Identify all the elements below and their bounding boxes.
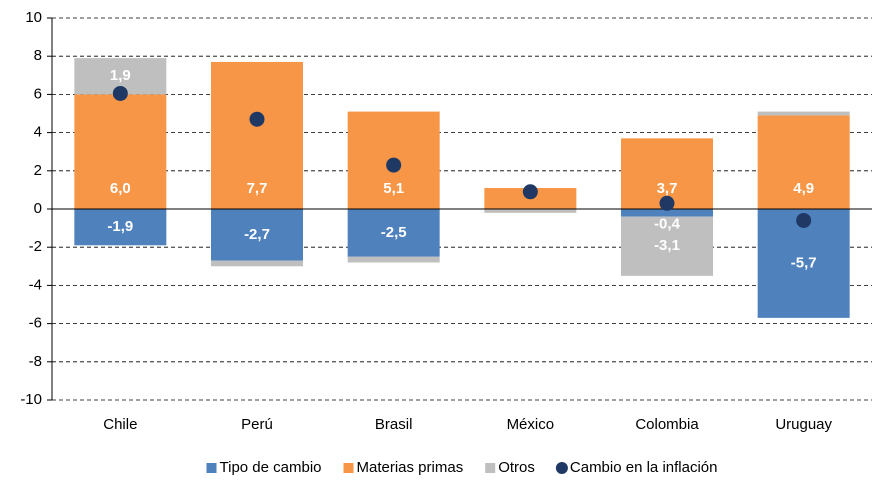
bar-segment — [621, 209, 713, 217]
data-label: 7,7 — [247, 180, 268, 197]
bar-segment — [211, 61, 303, 210]
data-label: -2,7 — [244, 226, 270, 243]
bar-segment — [757, 111, 850, 116]
data-label: -3,1 — [654, 237, 680, 254]
data-label: 6,0 — [110, 180, 131, 197]
point — [386, 157, 402, 173]
data-label: -5,7 — [791, 254, 817, 271]
y-tick-label: 4 — [34, 124, 42, 141]
x-tick-label: Perú — [241, 416, 273, 433]
y-tick-label: 2 — [34, 162, 42, 179]
data-label: -1,9 — [107, 218, 133, 235]
bar-segment — [74, 209, 167, 246]
legend-label: Cambio en la inflación — [570, 459, 718, 476]
data-label: 3,7 — [657, 180, 678, 197]
bar-segment — [74, 94, 167, 209]
legend-symbol — [555, 462, 568, 474]
bar-segment — [621, 216, 713, 276]
bar-segment — [347, 256, 440, 263]
data-label: 5,1 — [383, 180, 404, 197]
legend-symbol — [485, 463, 496, 473]
y-tick-label: -10 — [20, 391, 42, 408]
x-tick-label: Brasil — [375, 416, 413, 433]
point — [659, 195, 675, 211]
y-tick-label: -8 — [29, 353, 42, 370]
point — [796, 212, 812, 228]
y-tick-label: 6 — [34, 85, 42, 102]
data-label: -2,5 — [381, 224, 407, 241]
bar-segment — [757, 115, 850, 209]
legend-label: Otros — [498, 459, 535, 476]
data-label: 1,9 — [110, 67, 131, 84]
legend-label: Tipo de cambio — [220, 459, 322, 476]
x-tick-label: Chile — [103, 416, 137, 433]
point — [522, 184, 538, 200]
y-tick-label: 0 — [34, 200, 42, 217]
y-tick-label: 8 — [34, 47, 42, 64]
y-tick-label: -4 — [29, 276, 42, 293]
legend-symbol — [343, 463, 354, 473]
bar-segment — [211, 260, 303, 267]
y-tick-label: -6 — [29, 315, 42, 332]
data-label: 4,9 — [793, 180, 814, 197]
x-tick-label: Colombia — [635, 416, 699, 433]
y-tick-label: -2 — [29, 238, 42, 255]
legend-label: Materias primas — [357, 459, 464, 476]
bar-segment — [211, 209, 303, 261]
x-tick-label: México — [507, 416, 555, 433]
x-tick-label: Uruguay — [775, 416, 832, 433]
data-label: -0,4 — [654, 216, 681, 233]
point — [249, 111, 265, 127]
y-tick-label: 10 — [25, 9, 42, 26]
legend-symbol — [206, 463, 217, 473]
point — [112, 85, 128, 101]
bar-segment — [347, 209, 440, 257]
bar-segment — [484, 209, 577, 213]
